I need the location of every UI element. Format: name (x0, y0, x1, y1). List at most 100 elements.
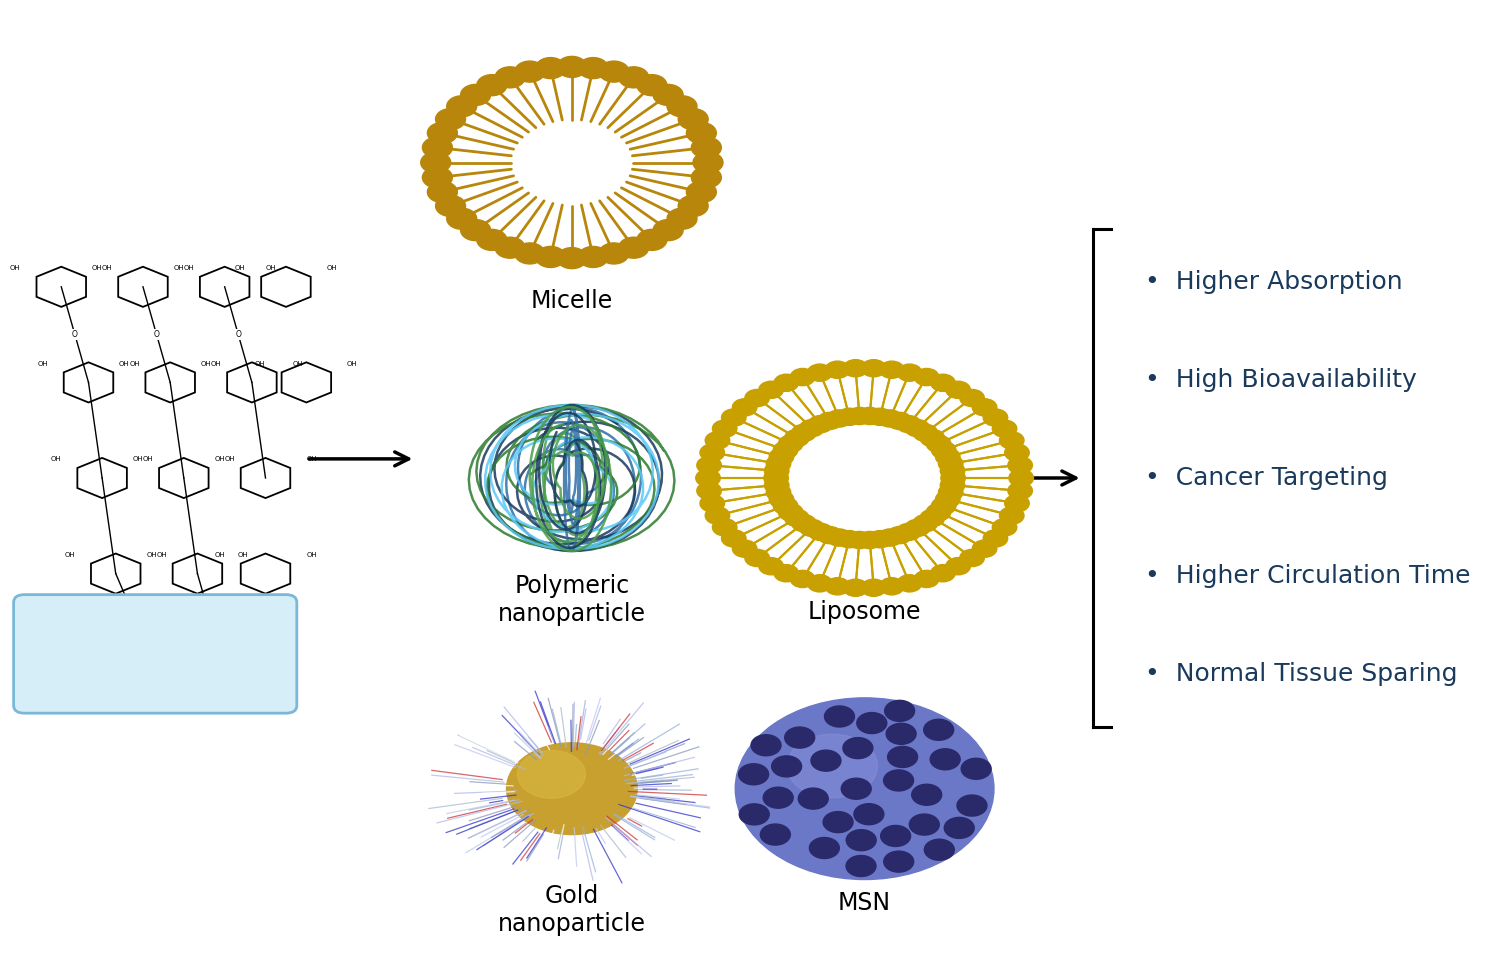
Circle shape (799, 420, 825, 437)
Circle shape (774, 497, 798, 514)
Circle shape (619, 67, 649, 88)
Circle shape (843, 579, 868, 597)
Circle shape (700, 444, 724, 461)
Text: O: O (236, 330, 242, 339)
Circle shape (847, 532, 871, 549)
Circle shape (765, 469, 789, 487)
Text: OH: OH (132, 456, 143, 463)
Circle shape (476, 229, 506, 250)
Circle shape (1008, 482, 1032, 499)
Circle shape (972, 540, 997, 557)
Circle shape (721, 409, 746, 426)
Circle shape (913, 424, 937, 442)
Circle shape (811, 750, 841, 771)
Text: OH: OH (143, 456, 153, 463)
Circle shape (1009, 469, 1033, 487)
Circle shape (428, 182, 457, 203)
Circle shape (422, 137, 452, 158)
Circle shape (847, 407, 871, 424)
Text: Phytochemicals: Phytochemicals (57, 641, 254, 666)
Circle shape (599, 61, 629, 82)
Circle shape (697, 482, 721, 499)
Text: OH: OH (224, 456, 236, 463)
Circle shape (897, 575, 922, 592)
Circle shape (787, 734, 877, 797)
Text: OH: OH (156, 552, 167, 558)
Circle shape (496, 67, 526, 88)
Circle shape (924, 839, 954, 860)
Circle shape (810, 837, 840, 858)
Circle shape (912, 784, 942, 805)
Circle shape (476, 75, 506, 96)
Circle shape (837, 531, 862, 548)
Circle shape (706, 432, 730, 449)
Circle shape (686, 122, 716, 143)
Text: OH: OH (11, 265, 21, 272)
Text: OH: OH (306, 552, 317, 558)
Circle shape (999, 432, 1024, 449)
Circle shape (940, 462, 964, 479)
Circle shape (825, 706, 855, 727)
Circle shape (888, 747, 918, 768)
Circle shape (536, 247, 566, 268)
Circle shape (855, 804, 883, 825)
Circle shape (843, 359, 868, 377)
Circle shape (880, 825, 910, 846)
Circle shape (913, 514, 937, 532)
Circle shape (653, 220, 683, 241)
Text: •  Cancer Targeting: • Cancer Targeting (1145, 466, 1388, 490)
Circle shape (984, 409, 1008, 426)
Circle shape (915, 571, 939, 588)
Circle shape (691, 137, 721, 158)
Circle shape (999, 507, 1024, 524)
Circle shape (906, 420, 930, 437)
Circle shape (984, 530, 1008, 547)
Circle shape (790, 571, 816, 588)
Circle shape (799, 519, 825, 536)
Circle shape (769, 448, 793, 466)
Text: OH: OH (51, 456, 62, 463)
Circle shape (921, 429, 945, 446)
Circle shape (940, 477, 964, 494)
Circle shape (667, 96, 697, 117)
Circle shape (428, 122, 457, 143)
Circle shape (778, 435, 804, 452)
Text: •  Higher Circulation Time: • Higher Circulation Time (1145, 564, 1470, 588)
Circle shape (790, 368, 816, 385)
Circle shape (825, 577, 850, 595)
Text: OH: OH (215, 552, 225, 558)
Circle shape (733, 399, 757, 416)
Circle shape (712, 420, 737, 437)
Circle shape (883, 851, 913, 872)
Circle shape (897, 364, 922, 381)
Circle shape (936, 448, 960, 466)
Circle shape (960, 389, 984, 406)
Circle shape (599, 243, 629, 264)
Text: Polymeric
nanoparticle: Polymeric nanoparticle (497, 575, 646, 626)
Circle shape (862, 359, 886, 377)
Circle shape (763, 787, 793, 808)
Circle shape (883, 770, 913, 791)
Circle shape (880, 577, 904, 595)
Circle shape (691, 167, 721, 188)
Circle shape (515, 243, 545, 264)
Circle shape (961, 758, 991, 779)
Circle shape (578, 247, 608, 268)
Circle shape (733, 540, 757, 557)
Circle shape (784, 510, 810, 527)
Circle shape (679, 195, 707, 216)
Circle shape (972, 399, 997, 416)
Circle shape (808, 416, 832, 433)
Circle shape (927, 504, 951, 521)
Circle shape (774, 374, 799, 391)
Circle shape (765, 477, 789, 494)
Circle shape (930, 749, 960, 770)
Text: OH: OH (129, 360, 140, 367)
Circle shape (877, 529, 903, 546)
Text: OH: OH (38, 360, 48, 367)
Circle shape (837, 408, 862, 425)
Circle shape (946, 381, 970, 399)
Text: OH: OH (173, 265, 183, 272)
Circle shape (700, 495, 724, 512)
Text: OH: OH (306, 456, 317, 463)
